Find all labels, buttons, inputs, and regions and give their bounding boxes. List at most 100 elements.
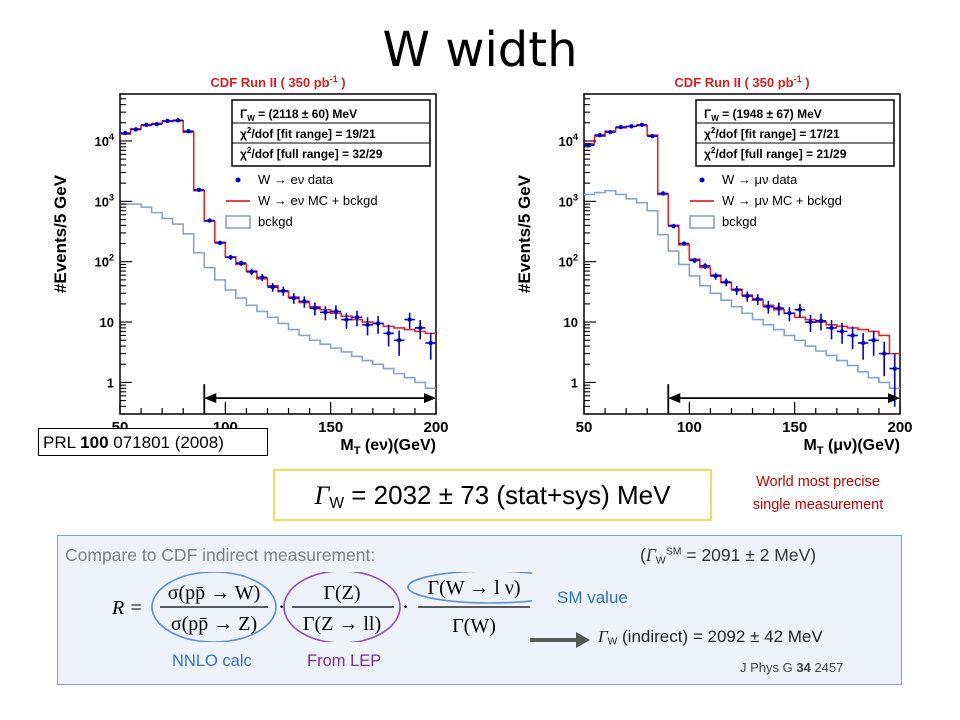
y-tick-label: 10 bbox=[100, 315, 114, 330]
data-point bbox=[636, 122, 648, 128]
mc-histogram bbox=[584, 124, 900, 355]
data-point bbox=[309, 302, 321, 316]
x-tick-label: 200 bbox=[887, 419, 912, 436]
data-point bbox=[183, 129, 194, 134]
data-point bbox=[836, 323, 848, 344]
citation-suffix: 071801 (2008) bbox=[108, 433, 224, 452]
y-axis-label: #Events/5 GeV bbox=[51, 174, 70, 293]
data-point bbox=[847, 326, 858, 350]
data-point bbox=[710, 272, 721, 280]
sm-value-label: SM value bbox=[557, 588, 628, 607]
data-point bbox=[256, 274, 268, 282]
stats-line: ΓW = (2118 ± 60) MeV bbox=[240, 107, 357, 123]
formula-dot-2: · bbox=[402, 594, 409, 619]
indirect-width: ΓW (indirect) = 2092 ± 42 MeV bbox=[598, 627, 823, 648]
stats-line: χ2/dof [fit range] = 17/21 bbox=[704, 126, 840, 141]
legend-label: bckgd bbox=[258, 214, 293, 229]
fit-range-arrow-right bbox=[424, 393, 436, 404]
indirect-gamma: Γ bbox=[598, 627, 608, 646]
result-value: = 2032 ± 73 (stat+sys) MeV bbox=[344, 480, 671, 510]
data-point bbox=[773, 302, 785, 316]
data-point bbox=[193, 187, 205, 193]
result-gamma: Γ bbox=[314, 481, 330, 510]
data-point bbox=[794, 303, 806, 318]
fit-range-arrow-left bbox=[668, 393, 681, 404]
y-tick-label: 103 bbox=[95, 192, 114, 209]
data-point bbox=[425, 332, 436, 360]
formula-lhs: R = bbox=[112, 597, 143, 619]
bckgd-histogram bbox=[584, 189, 900, 390]
right-arrow-icon bbox=[530, 632, 590, 648]
citation-jphys: J Phys G 34 2457 bbox=[740, 660, 843, 675]
x-tick-label: 50 bbox=[576, 419, 593, 436]
data-point bbox=[763, 301, 774, 314]
data-point bbox=[657, 191, 669, 196]
indirect-sub: W bbox=[607, 636, 618, 648]
lep-label: From LEP bbox=[307, 652, 382, 670]
fit-range-arrow-left bbox=[204, 393, 217, 404]
world-note-line1: World most precise bbox=[756, 474, 880, 490]
data-point bbox=[414, 319, 426, 340]
formula-dot-1: · bbox=[278, 594, 285, 619]
data-point bbox=[214, 240, 226, 246]
citation-volume: 100 bbox=[80, 433, 109, 452]
result-box: ΓW = 2032 ± 73 (stat+sys) MeV bbox=[273, 469, 712, 521]
legend-label: bckgd bbox=[722, 214, 757, 229]
data-point bbox=[815, 313, 827, 331]
data-point bbox=[742, 291, 753, 302]
formula-gamma-zll: Γ(Z → ll) bbox=[303, 613, 381, 635]
data-point bbox=[330, 305, 342, 320]
citation-prl: PRL 100 071801 (2008) bbox=[38, 428, 268, 456]
data-point bbox=[678, 241, 690, 246]
data-point bbox=[320, 306, 331, 321]
data-point bbox=[130, 127, 142, 132]
data-point bbox=[626, 124, 637, 129]
data-point bbox=[246, 268, 257, 276]
data-point bbox=[393, 330, 405, 356]
x-tick-label: 150 bbox=[318, 419, 343, 436]
data-point bbox=[341, 312, 352, 329]
data-point bbox=[204, 218, 215, 223]
fit-range-arrow-right bbox=[888, 393, 900, 404]
legend-item: W → μν data bbox=[699, 172, 798, 187]
x-tick-label: 150 bbox=[782, 419, 807, 436]
formula-gamma-w: Γ(W) bbox=[452, 615, 496, 637]
data-point bbox=[404, 312, 415, 329]
jphys-suffix: 2457 bbox=[810, 660, 844, 675]
data-point bbox=[878, 341, 890, 377]
stats-line: ΓW = (1948 ± 67) MeV bbox=[704, 107, 822, 123]
histogram-muon: CDF Run II ( 350 pb-1 ) 50 100 150 200 1 10 102… bbox=[515, 74, 912, 454]
slide-title: W width bbox=[382, 22, 578, 78]
legend-label: W → eν data bbox=[258, 172, 334, 187]
legend-item: W → μν MC + bckgd bbox=[690, 193, 842, 208]
data-point bbox=[235, 260, 247, 266]
data-point bbox=[699, 263, 711, 269]
indirect-value: (indirect) = 2092 ± 42 MeV bbox=[617, 627, 823, 646]
data-point bbox=[647, 133, 658, 139]
lep-ellipse bbox=[283, 572, 401, 642]
data-point bbox=[805, 314, 816, 333]
y-tick-label: 104 bbox=[95, 132, 114, 149]
panel-title: CDF Run II ( 350 pb-1 ) bbox=[674, 74, 809, 90]
formula-gamma-wlnu: Γ(W → l ν) bbox=[428, 577, 521, 599]
data-point bbox=[288, 293, 300, 304]
y-tick-label: 1 bbox=[571, 375, 578, 390]
data-point bbox=[267, 283, 278, 292]
data-point bbox=[720, 278, 732, 287]
y-tick-label: 1 bbox=[107, 375, 114, 390]
result-sub: W bbox=[329, 494, 345, 512]
compare-label: Compare to CDF indirect measurement: bbox=[65, 545, 376, 565]
sm-width-open: ( bbox=[640, 545, 646, 565]
sm-width-value: = 2091 ± 2 MeV) bbox=[681, 545, 817, 565]
legend-label: W → eν MC + bckgd bbox=[258, 193, 378, 208]
sm-ellipse bbox=[407, 572, 532, 604]
y-tick-label: 104 bbox=[559, 132, 578, 149]
jphys-volume: 34 bbox=[796, 660, 811, 675]
compare-panel bbox=[57, 535, 902, 685]
formula-gamma-z: Γ(Z) bbox=[323, 582, 360, 604]
data-point bbox=[868, 330, 879, 356]
data-point bbox=[162, 118, 173, 124]
legend-item: W → eν data bbox=[235, 172, 334, 187]
data-point bbox=[172, 118, 184, 123]
data-point bbox=[605, 129, 616, 135]
